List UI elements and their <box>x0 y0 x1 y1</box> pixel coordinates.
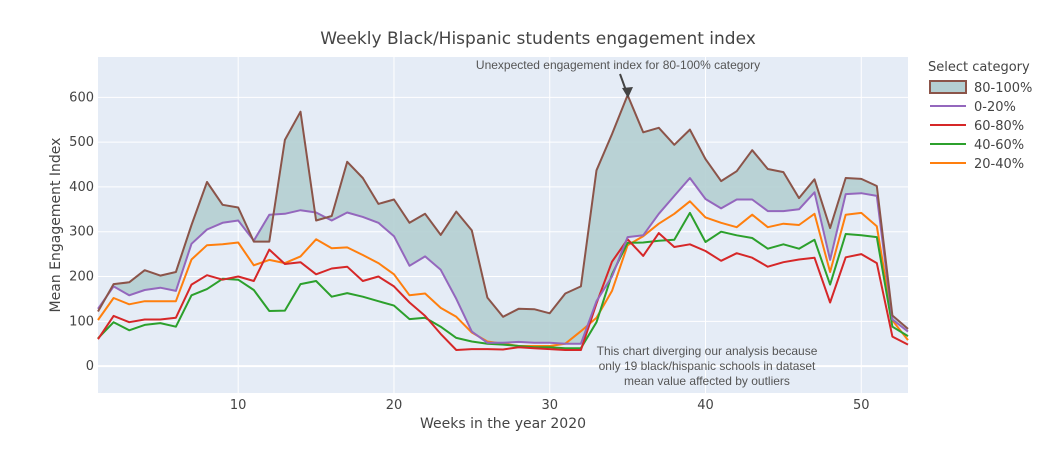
series-line-60-80%[interactable] <box>97 232 909 351</box>
series-line-80-100%[interactable] <box>97 94 909 330</box>
legend-label[interactable]: 80-100% <box>974 81 1032 96</box>
legend-swatch[interactable] <box>929 80 967 94</box>
x-tick-label: 10 <box>230 398 247 413</box>
legend-label[interactable]: 0-20% <box>974 100 1016 115</box>
annotation-bottom-line-3: mean value affected by outliers <box>624 374 790 388</box>
x-tick-label: 40 <box>697 398 714 413</box>
y-tick-label: 600 <box>69 90 94 105</box>
x-tick-label: 20 <box>386 398 403 413</box>
annotation-top: Unexpected engagement index for 80-100% … <box>476 58 760 72</box>
series-layer <box>97 94 909 351</box>
x-tick-label: 30 <box>541 398 558 413</box>
area-fill-80-100 <box>98 95 908 344</box>
series-line-40-60%[interactable] <box>97 211 909 350</box>
series-line-0-20%[interactable] <box>97 177 909 345</box>
y-tick-label: 100 <box>69 314 94 329</box>
annotation-arrowhead <box>622 87 633 98</box>
x-ticks: 10 20 30 40 50 <box>230 398 870 413</box>
legend-label[interactable]: 40-60% <box>974 138 1024 153</box>
y-axis-title: Mean Engagement Index <box>48 138 64 313</box>
x-tick-label: 50 <box>853 398 870 413</box>
y-tick-label: 0 <box>86 359 94 374</box>
y-tick-label: 500 <box>69 135 94 150</box>
y-tick-label: 400 <box>69 180 94 195</box>
x-axis-title: Weeks in the year 2020 <box>420 416 586 432</box>
annotation-bottom-line-2: only 19 black/hispanic schools in datase… <box>599 359 816 373</box>
annotations: Unexpected engagement index for 80-100% … <box>476 58 818 388</box>
legend-label[interactable]: 60-80% <box>974 119 1024 134</box>
y-ticks: 0 100 200 300 400 500 600 <box>69 90 94 374</box>
y-tick-label: 300 <box>69 225 94 240</box>
annotation-bottom-line-1: This chart diverging our analysis becaus… <box>597 344 818 358</box>
y-tick-label: 200 <box>69 270 94 285</box>
legend-label[interactable]: 20-40% <box>974 157 1024 172</box>
legend-title: Select category <box>928 60 1030 75</box>
chart-title: Weekly Black/Hispanic students engagemen… <box>320 29 756 49</box>
legend: Select category 80-100% 0-20% 60-80% 40-60%… <box>928 60 1032 172</box>
fill-layer <box>98 95 908 344</box>
